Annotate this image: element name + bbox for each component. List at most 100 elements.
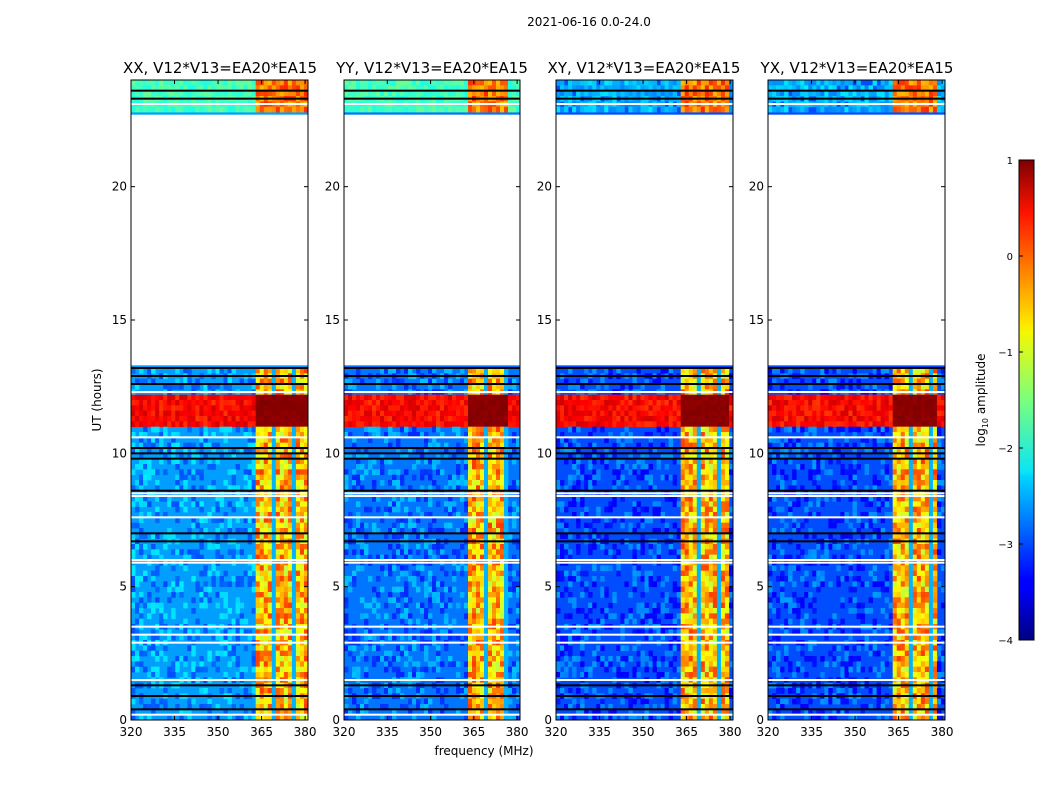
heatmap-cell: [287, 704, 293, 710]
heatmap-cell: [227, 85, 232, 92]
heatmap-cell: [171, 613, 176, 620]
heatmap-cell: [416, 448, 421, 454]
heatmap-cell: [263, 618, 269, 625]
heatmap-cell: [652, 106, 657, 113]
heatmap-cell: [656, 426, 661, 433]
heatmap-cell: [432, 400, 437, 406]
heatmap-cell: [504, 650, 509, 657]
flagged-row: [344, 375, 520, 377]
heatmap-cell: [596, 394, 601, 401]
heatmap-cell: [476, 704, 481, 710]
heatmap-cell: [452, 405, 457, 412]
heatmap-cell: [243, 448, 249, 454]
heatmap-cell: [247, 106, 253, 113]
heatmap-cell: [392, 400, 397, 406]
heatmap-cell: [480, 645, 485, 652]
heatmap-cell: [271, 384, 277, 390]
heatmap-cell: [436, 410, 441, 417]
heatmap-cell: [283, 400, 289, 406]
heatmap-cell: [720, 426, 726, 433]
heatmap-cell: [344, 517, 349, 524]
heatmap-cell: [680, 368, 686, 374]
heatmap-cell: [291, 458, 297, 465]
heatmap-cell: [452, 453, 457, 460]
heatmap-cell: [191, 554, 196, 561]
heatmap-cell: [283, 384, 289, 390]
heatmap-cell: [251, 688, 257, 694]
heatmap-cell: [380, 480, 385, 486]
missing-row: [344, 633, 520, 636]
heatmap-cell: [648, 474, 653, 481]
heatmap-cell: [644, 106, 649, 113]
heatmap-cell: [716, 85, 722, 92]
heatmap-cell: [644, 378, 649, 385]
heatmap-cell: [644, 421, 649, 428]
heatmap-cell: [231, 85, 236, 92]
heatmap-cell: [255, 661, 261, 668]
heatmap-cell: [512, 405, 517, 412]
heatmap-cell: [396, 106, 401, 113]
heatmap-cell: [291, 608, 297, 614]
heatmap-cell: [344, 85, 349, 92]
heatmap-cell: [724, 474, 730, 481]
heatmap-cell: [412, 85, 417, 92]
heatmap-cell: [488, 405, 493, 412]
heatmap-cell: [364, 453, 369, 460]
heatmap-cell: [352, 90, 357, 97]
heatmap-cell: [728, 106, 734, 113]
heatmap-cell: [644, 432, 649, 438]
heatmap-cell: [412, 400, 417, 406]
heatmap-cell: [392, 394, 397, 401]
heatmap-cell: [460, 368, 465, 374]
heatmap-cell: [275, 90, 281, 97]
heatmap-cell: [392, 80, 397, 86]
heatmap-cell: [267, 592, 273, 598]
heatmap-cell: [207, 405, 212, 412]
heatmap-cell: [291, 85, 297, 92]
heatmap-cell: [131, 688, 136, 694]
heatmap-cell: [279, 618, 285, 625]
heatmap-cell: [464, 661, 469, 668]
heatmap-cell: [408, 597, 413, 604]
heatmap-cell: [259, 474, 265, 481]
heatmap-cell: [231, 106, 236, 113]
heatmap-cell: [392, 474, 397, 481]
heatmap-cell: [484, 421, 489, 428]
heatmap-cell: [203, 106, 208, 113]
heatmap-cell: [275, 576, 281, 582]
heatmap-cell: [179, 586, 184, 593]
heatmap-cell: [500, 544, 505, 550]
heatmap-cell: [724, 368, 730, 374]
heatmap-cell: [263, 448, 269, 454]
heatmap-cell: [139, 698, 144, 705]
heatmap-cell: [492, 394, 497, 401]
heatmap-cell: [223, 709, 228, 716]
heatmap-cell: [135, 618, 140, 625]
heatmap-cell: [175, 400, 180, 406]
heatmap-cell: [151, 410, 156, 417]
heatmap-cell: [235, 608, 241, 614]
heatmap-cell: [716, 106, 722, 113]
heatmap-cell: [640, 421, 645, 428]
heatmap-cell: [283, 533, 289, 540]
heatmap-cell: [672, 458, 678, 465]
heatmap-cell: [344, 581, 349, 588]
heatmap-cell: [163, 453, 168, 460]
heatmap-cell: [239, 106, 245, 113]
panel-title: XX, V12*V13=EA20*EA15: [123, 59, 317, 77]
heatmap-cell: [372, 597, 377, 604]
heatmap-cell: [179, 421, 184, 428]
heatmap-cell: [620, 90, 625, 97]
heatmap-cell: [175, 368, 180, 374]
heatmap-cell: [271, 586, 277, 593]
heatmap-cell: [708, 90, 714, 97]
missing-row: [344, 713, 520, 716]
heatmap-cell: [243, 645, 249, 652]
heatmap-cell: [516, 714, 521, 721]
heatmap-cell: [392, 480, 397, 486]
heatmap-cell: [400, 650, 405, 657]
heatmap-cell: [239, 416, 245, 422]
heatmap-cell: [432, 378, 437, 385]
heatmap-cell: [287, 501, 293, 508]
heatmap-cell: [259, 666, 265, 673]
